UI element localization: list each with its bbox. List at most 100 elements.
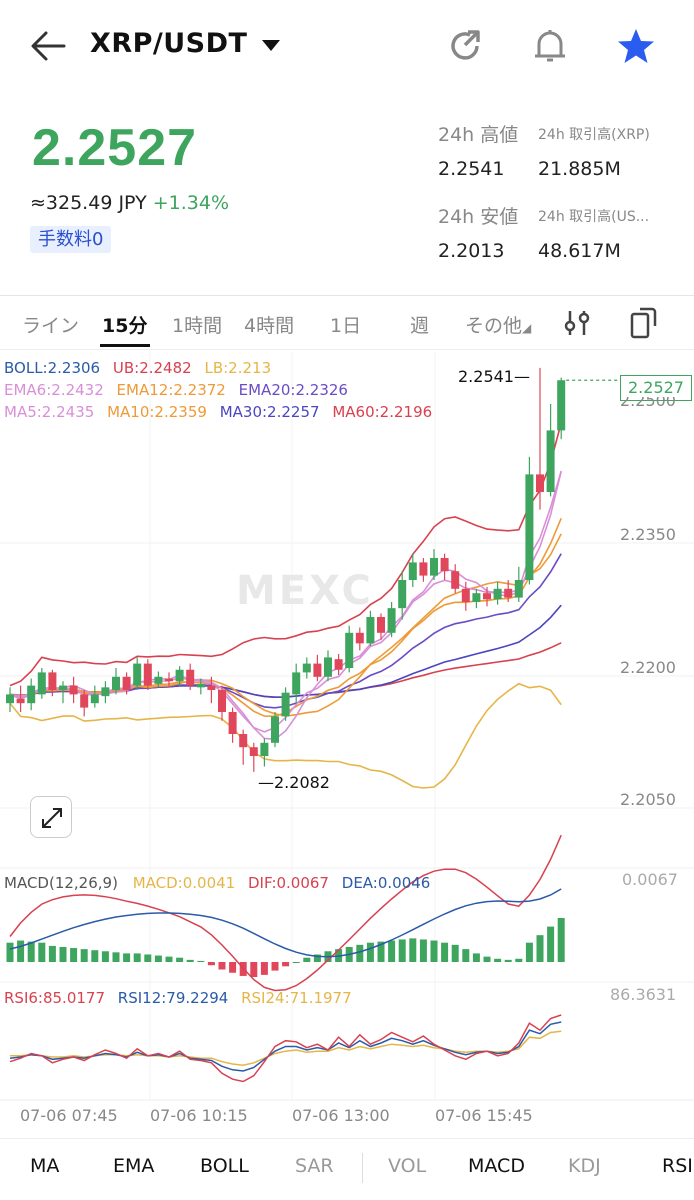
macd-histogram-bar xyxy=(313,954,321,962)
candle-body xyxy=(228,712,237,734)
vol-usdt-value: 48.617M xyxy=(538,240,621,262)
legend-rsi6: RSI6:85.0177 xyxy=(4,989,105,1007)
tab-ema[interactable]: EMA xyxy=(113,1155,155,1177)
rsi24-line xyxy=(10,1030,562,1066)
indicator-tabs: MA EMA BOLL SAR VOL MACD KDJ RSI xyxy=(0,1138,694,1200)
bell-icon[interactable] xyxy=(530,26,570,66)
rsi6-line xyxy=(9,1014,562,1083)
candle-body xyxy=(377,616,385,633)
kline-chart[interactable] xyxy=(0,351,694,1131)
macd-histogram-bar xyxy=(112,952,120,962)
pair-title[interactable]: XRP/USDT xyxy=(90,28,248,59)
legend-ma5: MA5:2.2435 xyxy=(4,403,95,421)
settings-sliders-icon[interactable] xyxy=(562,308,592,338)
candle-body xyxy=(154,676,163,684)
tab-vol[interactable]: VOL xyxy=(388,1155,427,1177)
legend-rsi24: RSI24:71.1977 xyxy=(241,989,352,1007)
macd-histogram-bar xyxy=(525,942,533,962)
share-icon[interactable] xyxy=(446,26,486,66)
tab-sar[interactable]: SAR xyxy=(295,1155,334,1177)
star-icon[interactable] xyxy=(616,26,656,66)
candle-body xyxy=(69,685,78,695)
tab-week[interactable]: 週 xyxy=(410,315,430,337)
macd-histogram-bar xyxy=(260,962,268,975)
macd-histogram-bar xyxy=(229,962,237,973)
legend-macd: MACD:0.0041 xyxy=(132,874,236,892)
back-arrow-icon[interactable] xyxy=(28,28,68,64)
macd-histogram-bar xyxy=(292,962,300,963)
macd-axis-label: 0.0067 xyxy=(622,870,678,889)
price-change: +1.34% xyxy=(152,192,230,214)
candle-body xyxy=(80,694,89,708)
rsi-axis-label: 86.3631 xyxy=(610,985,677,1004)
fee-badge: 手数料0 xyxy=(30,226,112,253)
low-marker: —2.2082 xyxy=(258,773,330,792)
macd-histogram-bar xyxy=(218,962,226,970)
y-tick-partial: 2.2500 xyxy=(620,397,676,409)
macd-histogram-bar xyxy=(398,939,406,962)
high-label: 24h 高値 xyxy=(438,124,519,146)
candle-body xyxy=(165,678,173,682)
candle-body xyxy=(525,474,534,580)
macd-histogram-bar xyxy=(494,958,502,962)
macd-histogram-bar xyxy=(271,962,279,971)
x-tick: 07-06 13:00 xyxy=(292,1106,390,1125)
high-value: 2.2541 xyxy=(438,158,505,180)
tab-1d[interactable]: 1日 xyxy=(330,315,362,337)
macd-histogram-bar xyxy=(80,949,88,962)
y-tick-2050: 2.2050 xyxy=(620,790,676,809)
candle-body xyxy=(207,685,216,690)
tab-4h[interactable]: 4時間 xyxy=(244,315,295,337)
legend-ema-row: EMA6:2.2432 EMA12:2.2372 EMA20:2.2326 xyxy=(4,381,348,399)
candle-body xyxy=(218,690,226,712)
candle-body xyxy=(27,685,36,704)
tab-rsi[interactable]: RSI xyxy=(662,1155,693,1177)
macd-histogram-bar xyxy=(207,962,215,966)
candle-body xyxy=(90,694,99,704)
jpy-price: ≈325.49 JPY +1.34% xyxy=(30,192,229,214)
candle-body xyxy=(334,659,343,670)
macd-histogram-bar xyxy=(472,953,480,962)
candle-body xyxy=(324,657,332,677)
macd-histogram-bar xyxy=(38,942,46,962)
tab-15m[interactable]: 15分 xyxy=(102,315,148,337)
candle-body xyxy=(398,580,407,609)
tab-boll[interactable]: BOLL xyxy=(200,1155,249,1177)
macd-histogram-bar xyxy=(70,948,78,962)
candle-body xyxy=(16,698,25,704)
fullscreen-button[interactable] xyxy=(30,796,72,838)
candle-body xyxy=(313,663,322,677)
candle-body xyxy=(557,380,566,431)
macd-histogram-bar xyxy=(419,939,427,962)
legend-ma-row: MA5:2.2435 MA10:2.2359 MA30:2.2257 MA60:… xyxy=(4,403,432,421)
high-marker-value: 2.2541 xyxy=(458,367,514,386)
macd-histogram-bar xyxy=(536,935,544,962)
tab-line[interactable]: ライン xyxy=(22,315,80,337)
candle-body xyxy=(133,663,142,686)
candle-body xyxy=(355,632,364,644)
macd-histogram-bar xyxy=(483,956,491,962)
tab-kdj[interactable]: KDJ xyxy=(568,1155,601,1177)
macd-histogram-bar xyxy=(133,953,141,962)
candle-body xyxy=(186,669,195,686)
candle-body xyxy=(249,747,258,756)
legend-macd-title: MACD(12,26,9) xyxy=(4,874,118,892)
macd-histogram-bar xyxy=(6,942,14,962)
legend-ub: UB:2.2482 xyxy=(112,359,192,377)
chevron-down-icon[interactable] xyxy=(262,40,280,51)
macd-histogram-bar xyxy=(197,960,205,962)
candle-body xyxy=(302,663,311,673)
tab-1h[interactable]: 1時間 xyxy=(172,315,223,337)
tab-more[interactable]: その他◢ xyxy=(465,315,532,337)
candle-body xyxy=(37,672,46,695)
macd-histogram-bar xyxy=(451,944,459,962)
macd-histogram-bar xyxy=(165,956,173,962)
tab-macd[interactable]: MACD xyxy=(468,1155,525,1177)
candle-body xyxy=(536,474,544,492)
rotate-screen-icon[interactable] xyxy=(628,306,658,340)
candle-body xyxy=(461,588,470,602)
candle-body xyxy=(143,663,152,686)
vol-usdt-label: 24h 取引高(US... xyxy=(538,209,650,225)
tab-ma[interactable]: MA xyxy=(30,1155,60,1177)
x-tick: 07-06 15:45 xyxy=(435,1106,533,1125)
